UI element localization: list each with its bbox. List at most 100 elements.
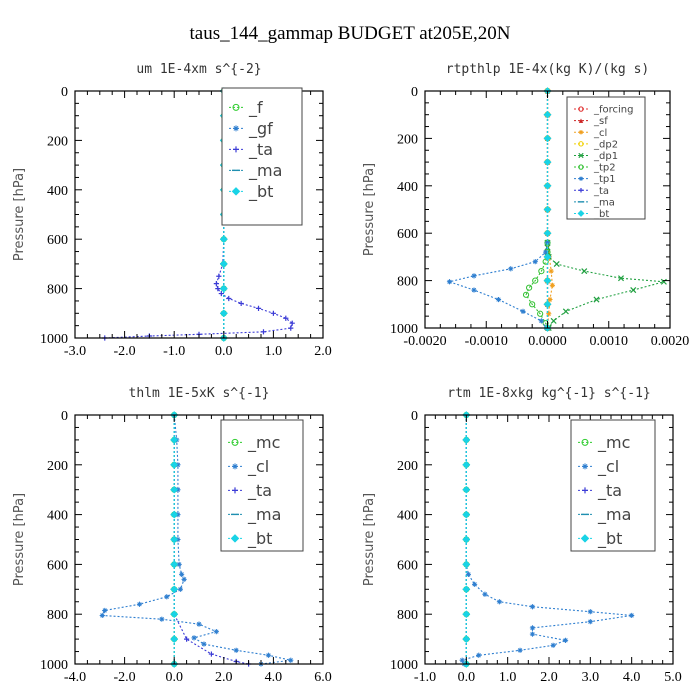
chart-rtm-ytick-label-4: 800 [397, 608, 418, 623]
thlm-series-1-point-6 [176, 561, 182, 567]
thlm-series-4-point-5 [170, 535, 179, 544]
um-series-2-point-13 [238, 300, 244, 307]
rtpthlp-series-9-point-9 [543, 300, 552, 309]
chart-um-ytick-label-2: 400 [47, 184, 68, 199]
um-series-4-point-7 [219, 259, 228, 268]
rtm-series-4-point-4 [462, 510, 471, 519]
chart-rtm: rtm 1E-8xkg kg^{-1} s^{-1} Pressure [hPa]… [362, 386, 682, 685]
chart-um-ylabel: Pressure [hPa] [12, 168, 27, 261]
chart-um-legend-marker-1 [233, 125, 239, 132]
rtm-series-4-point-6 [462, 560, 471, 569]
rtpthlp-series-line-5 [525, 242, 549, 329]
chart-um-xtick-label-5: 2.0 [314, 344, 332, 359]
chart-rtm-legend-marker-2 [582, 487, 588, 494]
figure-title: taus_144_gammap BUDGET at205E,20N [189, 23, 510, 44]
rtpthlp-series-2-point-8 [548, 268, 554, 274]
rtpthlp-series-line-6 [447, 242, 549, 329]
chart-um-ytick-label-4: 800 [47, 283, 68, 298]
rtm-series-4-point-9 [462, 635, 471, 644]
chart-um-legend-box [221, 87, 303, 226]
chart-rtpthlp-legend-label-7: _ta [593, 186, 609, 197]
rtm-series-1-point-17 [562, 637, 569, 643]
um-series-4-point-9 [219, 309, 228, 318]
thlm-series-1-point-9 [177, 586, 183, 592]
chart-rtpthlp-legend-label-8: _ma [593, 197, 615, 208]
chart-thlm-legend-marker-4 [230, 534, 240, 543]
chart-thlm-title: thlm 1E-5xK s^{-1} [129, 386, 270, 401]
rtpthlp-series-9-point-1 [543, 110, 552, 119]
chart-rtm-legend-label-0: _mc [597, 433, 630, 453]
rtm-series-4-point-5 [462, 535, 471, 544]
rtpthlp-series-5-point-2 [542, 258, 549, 265]
rtpthlp-series-2-point-9 [549, 282, 555, 288]
rtm-series-4-point-8 [462, 610, 471, 619]
chart-thlm-legend-marker-1 [232, 463, 238, 470]
rtpthlp-series-5-point-4 [532, 277, 539, 284]
thlm-series-1-point-11 [136, 601, 143, 607]
chart-um-xtick-label-3: 0.0 [215, 344, 233, 359]
chart-rtm-title: rtm 1E-8xkg kg^{-1} s^{-1} [447, 386, 651, 401]
chart-thlm-xtick-label-1: -2.0 [114, 670, 136, 685]
um-series-2-point-9 [213, 281, 219, 287]
chart-um-legend-label-2: _ta [248, 140, 273, 160]
rtpthlp-series-6-point-1 [543, 249, 549, 255]
chart-rtpthlp-legend: _forcing_sf_cl_dp2_dp1_tp2_tp1_ta_ma_bt [566, 96, 646, 220]
chart-thlm-ylabel: Pressure [hPa] [12, 493, 27, 586]
thlm-series-1-point-14 [159, 616, 165, 622]
thlm-series-4-point-3 [170, 485, 179, 494]
chart-thlm-xtick-label-5: 6.0 [314, 670, 332, 685]
rtpthlp-series-4-point-8 [630, 287, 637, 294]
chart-rtpthlp-ytick-label-1: 200 [397, 132, 418, 147]
chart-rtm-xtick-label-0: -1.0 [414, 670, 436, 685]
chart-um-title: um 1E-4xm s^{-2} [136, 62, 261, 77]
chart-rtpthlp-legend-marker-5 [578, 164, 584, 170]
rtpthlp-series-5-point-3 [538, 268, 545, 275]
chart-rtm-xtick-label-1: 0.0 [458, 670, 476, 685]
chart-rtpthlp-ytick-label-3: 600 [397, 227, 418, 242]
rtpthlp-series-9-point-8 [543, 276, 552, 285]
chart-rtpthlp-xtick-label-0: -0.0020 [403, 334, 446, 349]
rtm-series-1-point-21 [459, 657, 465, 663]
thlm-series-2-point-10 [208, 651, 214, 657]
chart-rtm-legend-label-4: _bt [597, 529, 622, 549]
thlm-series-4-point-9 [170, 635, 179, 644]
chart-um-legend: _f_gf_ta_ma_bt [221, 87, 303, 226]
rtm-series-1-point-8 [472, 581, 478, 587]
rtpthlp-series-6-point-7 [495, 296, 502, 303]
rtm-series-1-point-18 [550, 642, 556, 648]
chart-um-xtick-label-2: -1.0 [163, 344, 185, 359]
chart-um-legend-label-3: _ma [248, 161, 282, 181]
chart-thlm-ytick-label-2: 400 [47, 509, 68, 524]
rtm-series-4-point-7 [462, 585, 471, 594]
thlm-series-4-point-1 [170, 435, 179, 444]
chart-rtm-legend-label-2: _ta [597, 481, 622, 501]
chart-um-legend-marker-0 [232, 103, 240, 111]
thlm-series-1-point-18 [201, 641, 207, 647]
chart-thlm-ytick-label-1: 200 [47, 459, 68, 474]
chart-rtm-legend-box [570, 419, 656, 552]
chart-rtm-legend-marker-4 [580, 534, 590, 543]
chart-rtm-xtick-label-2: 1.0 [499, 670, 517, 685]
thlm-series-1-point-15 [196, 621, 202, 627]
chart-um-ytick-label-5: 1000 [40, 332, 68, 347]
rtpthlp-series-4-point-5 [581, 268, 588, 275]
chart-um-legend-marker-4 [231, 186, 241, 196]
chart-rtm-legend-label-1: _cl [597, 457, 619, 477]
chart-rtm-ytick-label-3: 600 [397, 558, 418, 573]
chart-rtpthlp-ytick-label-0: 0 [411, 85, 418, 100]
um-series-2-point-10 [215, 286, 221, 292]
chart-rtpthlp-ytick-label-4: 800 [397, 275, 418, 290]
chart-rtpthlp-legend-marker-3 [578, 141, 584, 147]
rtpthlp-series-4-point-7 [660, 278, 667, 285]
rtpthlp-series-6-point-3 [508, 266, 514, 272]
chart-thlm-ytick-label-5: 1000 [40, 658, 68, 673]
chart-rtm-ytick-label-5: 1000 [390, 658, 418, 673]
chart-rtpthlp-legend-marker-9 [577, 209, 585, 218]
chart-rtpthlp-legend-marker-0 [578, 106, 584, 112]
chart-um-legend-marker-2 [233, 146, 239, 153]
thlm-series-1-point-12 [102, 607, 108, 614]
chart-rtpthlp-ylabel: Pressure [hPa] [362, 163, 377, 256]
thlm-series-1-point-10 [164, 594, 170, 600]
rtm-series-4-point-2 [462, 460, 471, 469]
rtm-series-1-point-16 [529, 631, 536, 637]
